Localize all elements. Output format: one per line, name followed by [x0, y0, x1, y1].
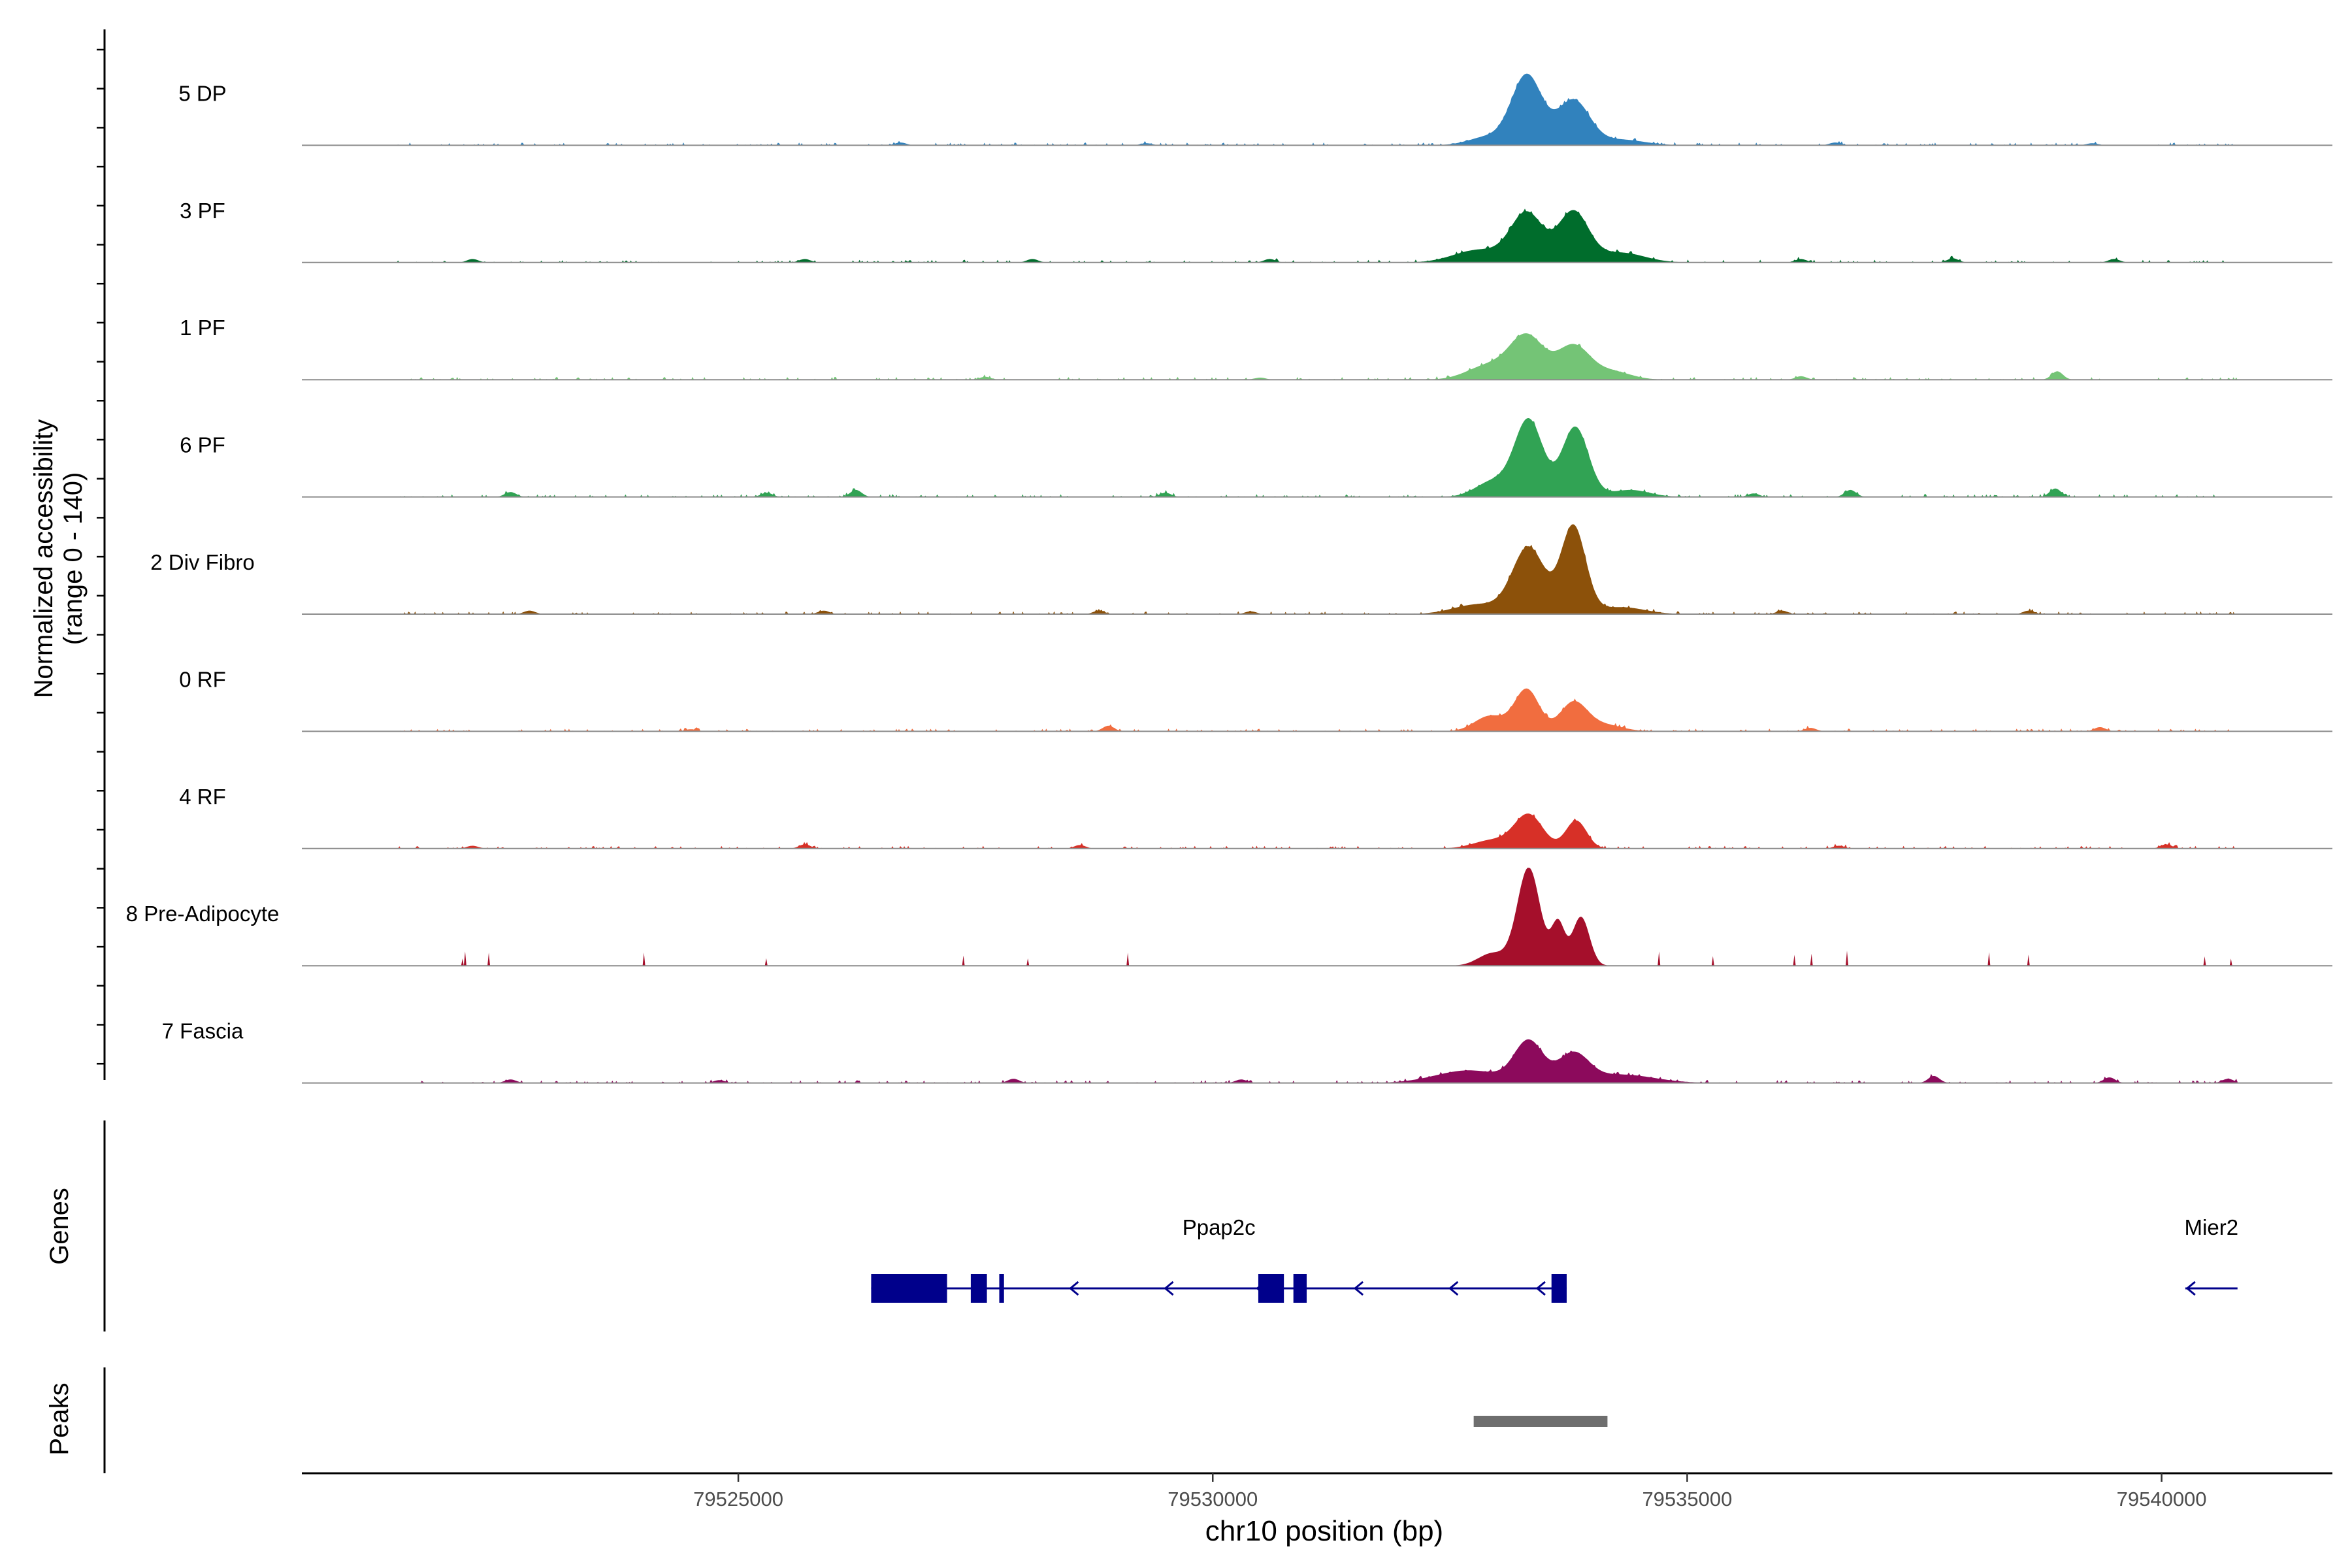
gene-track: Ppap2c Mier2 — [103, 1120, 2239, 1331]
coverage-track: 1 PF — [180, 316, 2332, 381]
track-label: 6 PF — [180, 433, 225, 457]
peaks-track-label: Peaks — [45, 1382, 74, 1455]
track-label: 7 Fascia — [162, 1019, 244, 1043]
x-axis-label: chr10 position (bp) — [1205, 1515, 1443, 1547]
strand-arrow — [1069, 1281, 1079, 1296]
coverage-track: 3 PF — [180, 199, 2332, 263]
gene-name: Ppap2c — [1183, 1215, 1256, 1239]
track-label: 0 RF — [179, 667, 226, 691]
coverage-area — [397, 1039, 2238, 1083]
gene-model: Mier2 — [2185, 1215, 2239, 1296]
peak-region — [1473, 1416, 1608, 1427]
x-axis: 79525000 79530000 79535000 79540000 — [302, 1472, 2332, 1511]
coverage-area — [397, 208, 2238, 263]
x-tick-label: 79530000 — [1168, 1488, 1258, 1511]
track-label: 4 RF — [179, 785, 226, 809]
strand-arrow — [2185, 1281, 2196, 1296]
gene-exon — [1293, 1274, 1307, 1303]
gene-exon — [999, 1274, 1004, 1303]
y-axis-label-range: (range 0 - 140) — [59, 472, 88, 645]
coverage-track: 5 DP — [178, 73, 2332, 146]
track-label: 2 Div Fibro — [150, 550, 255, 574]
strand-arrow — [1448, 1281, 1459, 1296]
track-label: 3 PF — [180, 199, 225, 223]
gene-exon — [1258, 1274, 1284, 1303]
coverage-area — [397, 813, 2238, 849]
gene-exon — [871, 1274, 947, 1303]
gene-name: Mier2 — [2185, 1215, 2239, 1239]
strand-arrow — [1256, 1281, 1266, 1296]
coverage-area — [397, 73, 2238, 146]
coverage-track: 4 RF — [179, 785, 2332, 849]
coverage-area — [397, 418, 2238, 497]
y-axis-label: Normalized accessibility — [29, 419, 58, 698]
gene-model: Ppap2c — [871, 1215, 1567, 1303]
gene-exon — [1551, 1274, 1567, 1303]
coverage-track: 2 Div Fibro — [150, 524, 2332, 615]
strand-arrow — [1353, 1281, 1364, 1296]
coverage-track: 7 Fascia — [162, 1019, 2332, 1084]
genes-track-label: Genes — [45, 1188, 74, 1265]
coverage-track: 6 PF — [180, 418, 2332, 498]
coverage-track: 0 RF — [179, 667, 2332, 732]
track-label: 8 Pre-Adipocyte — [126, 902, 280, 926]
x-tick-label: 79525000 — [693, 1488, 783, 1511]
strand-arrow — [1535, 1281, 1546, 1296]
coverage-track: 8 Pre-Adipocyte — [126, 868, 2332, 967]
coverage-tracks: 5 DP 3 PF 1 PF 6 PF 2 Div Fibro 0 RF 4 RF 8 Pre… — [97, 29, 2332, 1084]
coverage-area — [397, 868, 2238, 966]
gene-exon — [970, 1274, 987, 1303]
coverage-area — [397, 524, 2238, 614]
x-tick-label: 79540000 — [2117, 1488, 2207, 1511]
strand-arrow — [1164, 1281, 1174, 1296]
coverage-area — [397, 688, 2238, 732]
peak-track — [103, 1367, 1608, 1473]
track-label: 5 DP — [178, 81, 226, 105]
coverage-area — [397, 333, 2238, 380]
x-tick-label: 79535000 — [1642, 1488, 1732, 1511]
track-label: 1 PF — [180, 316, 225, 340]
